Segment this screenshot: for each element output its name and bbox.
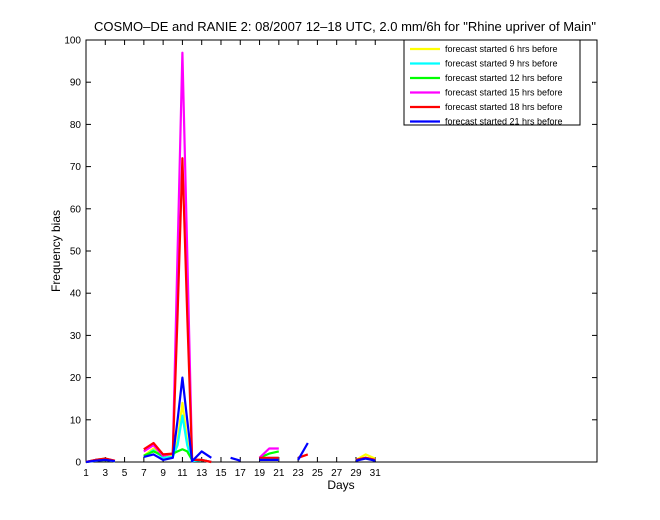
y-tick-label: 80: [70, 120, 82, 131]
series-line-5: [85, 157, 376, 464]
x-tick-label: 3: [103, 468, 109, 479]
x-tick-label: 31: [370, 468, 382, 479]
series-line-4: [85, 51, 376, 464]
y-tick-label: 90: [70, 78, 82, 89]
x-tick-label: 1: [83, 468, 89, 479]
x-tick-label: 19: [254, 468, 266, 479]
chart-title: COSMO–DE and RANIE 2: 08/2007 12–18 UTC,…: [94, 19, 596, 34]
x-tick-label: 17: [235, 468, 247, 479]
y-axis: 0 10 20 30 40 50 60 70 80 90 100: [64, 36, 597, 469]
x-tick-label: 5: [122, 468, 128, 479]
x-tick-label: 13: [196, 468, 208, 479]
y-tick-label: 60: [70, 204, 82, 215]
y-tick-label: 50: [70, 247, 82, 258]
legend-entry: forecast started 18 hrs before: [445, 102, 563, 112]
x-tick-label: 25: [312, 468, 324, 479]
y-tick-label: 100: [64, 36, 81, 47]
x-tick-label: 29: [350, 468, 362, 479]
y-tick-label: 30: [70, 331, 82, 342]
legend-entry: forecast started 6 hrs before: [445, 44, 558, 54]
x-tick-label: 7: [141, 468, 147, 479]
legend-entry: forecast started 15 hrs before: [445, 88, 563, 98]
y-tick-label: 70: [70, 162, 82, 173]
x-tick-label: 15: [215, 468, 227, 479]
series-line-3: [85, 448, 376, 464]
x-axis: 1 3 5 7 9 11 13 15 17 19 21 23 25 27 29 31: [83, 40, 381, 479]
y-tick-label: 0: [75, 458, 81, 469]
y-tick-label: 20: [70, 373, 82, 384]
series-line-6: [85, 376, 376, 464]
y-tick-label: 40: [70, 289, 82, 300]
y-tick-label: 10: [70, 415, 82, 426]
legend: forecast started 6 hrs before forecast st…: [403, 39, 581, 127]
legend-box: [403, 39, 581, 126]
series-line-1: [85, 401, 376, 464]
series-lines: [85, 51, 376, 464]
legend-entry: forecast started 12 hrs before: [445, 73, 563, 83]
x-tick-label: 9: [160, 468, 166, 479]
legend-entry: forecast started 21 hrs before: [445, 117, 563, 127]
series-line-2: [85, 414, 376, 464]
x-tick-label: 21: [273, 468, 285, 479]
x-tick-label: 27: [331, 468, 343, 479]
x-axis-label: Days: [327, 478, 354, 492]
legend-entry: forecast started 9 hrs before: [445, 59, 558, 69]
y-axis-label: Frequency bias: [49, 210, 63, 292]
x-tick-label: 23: [293, 468, 305, 479]
x-tick-label: 11: [177, 468, 188, 479]
